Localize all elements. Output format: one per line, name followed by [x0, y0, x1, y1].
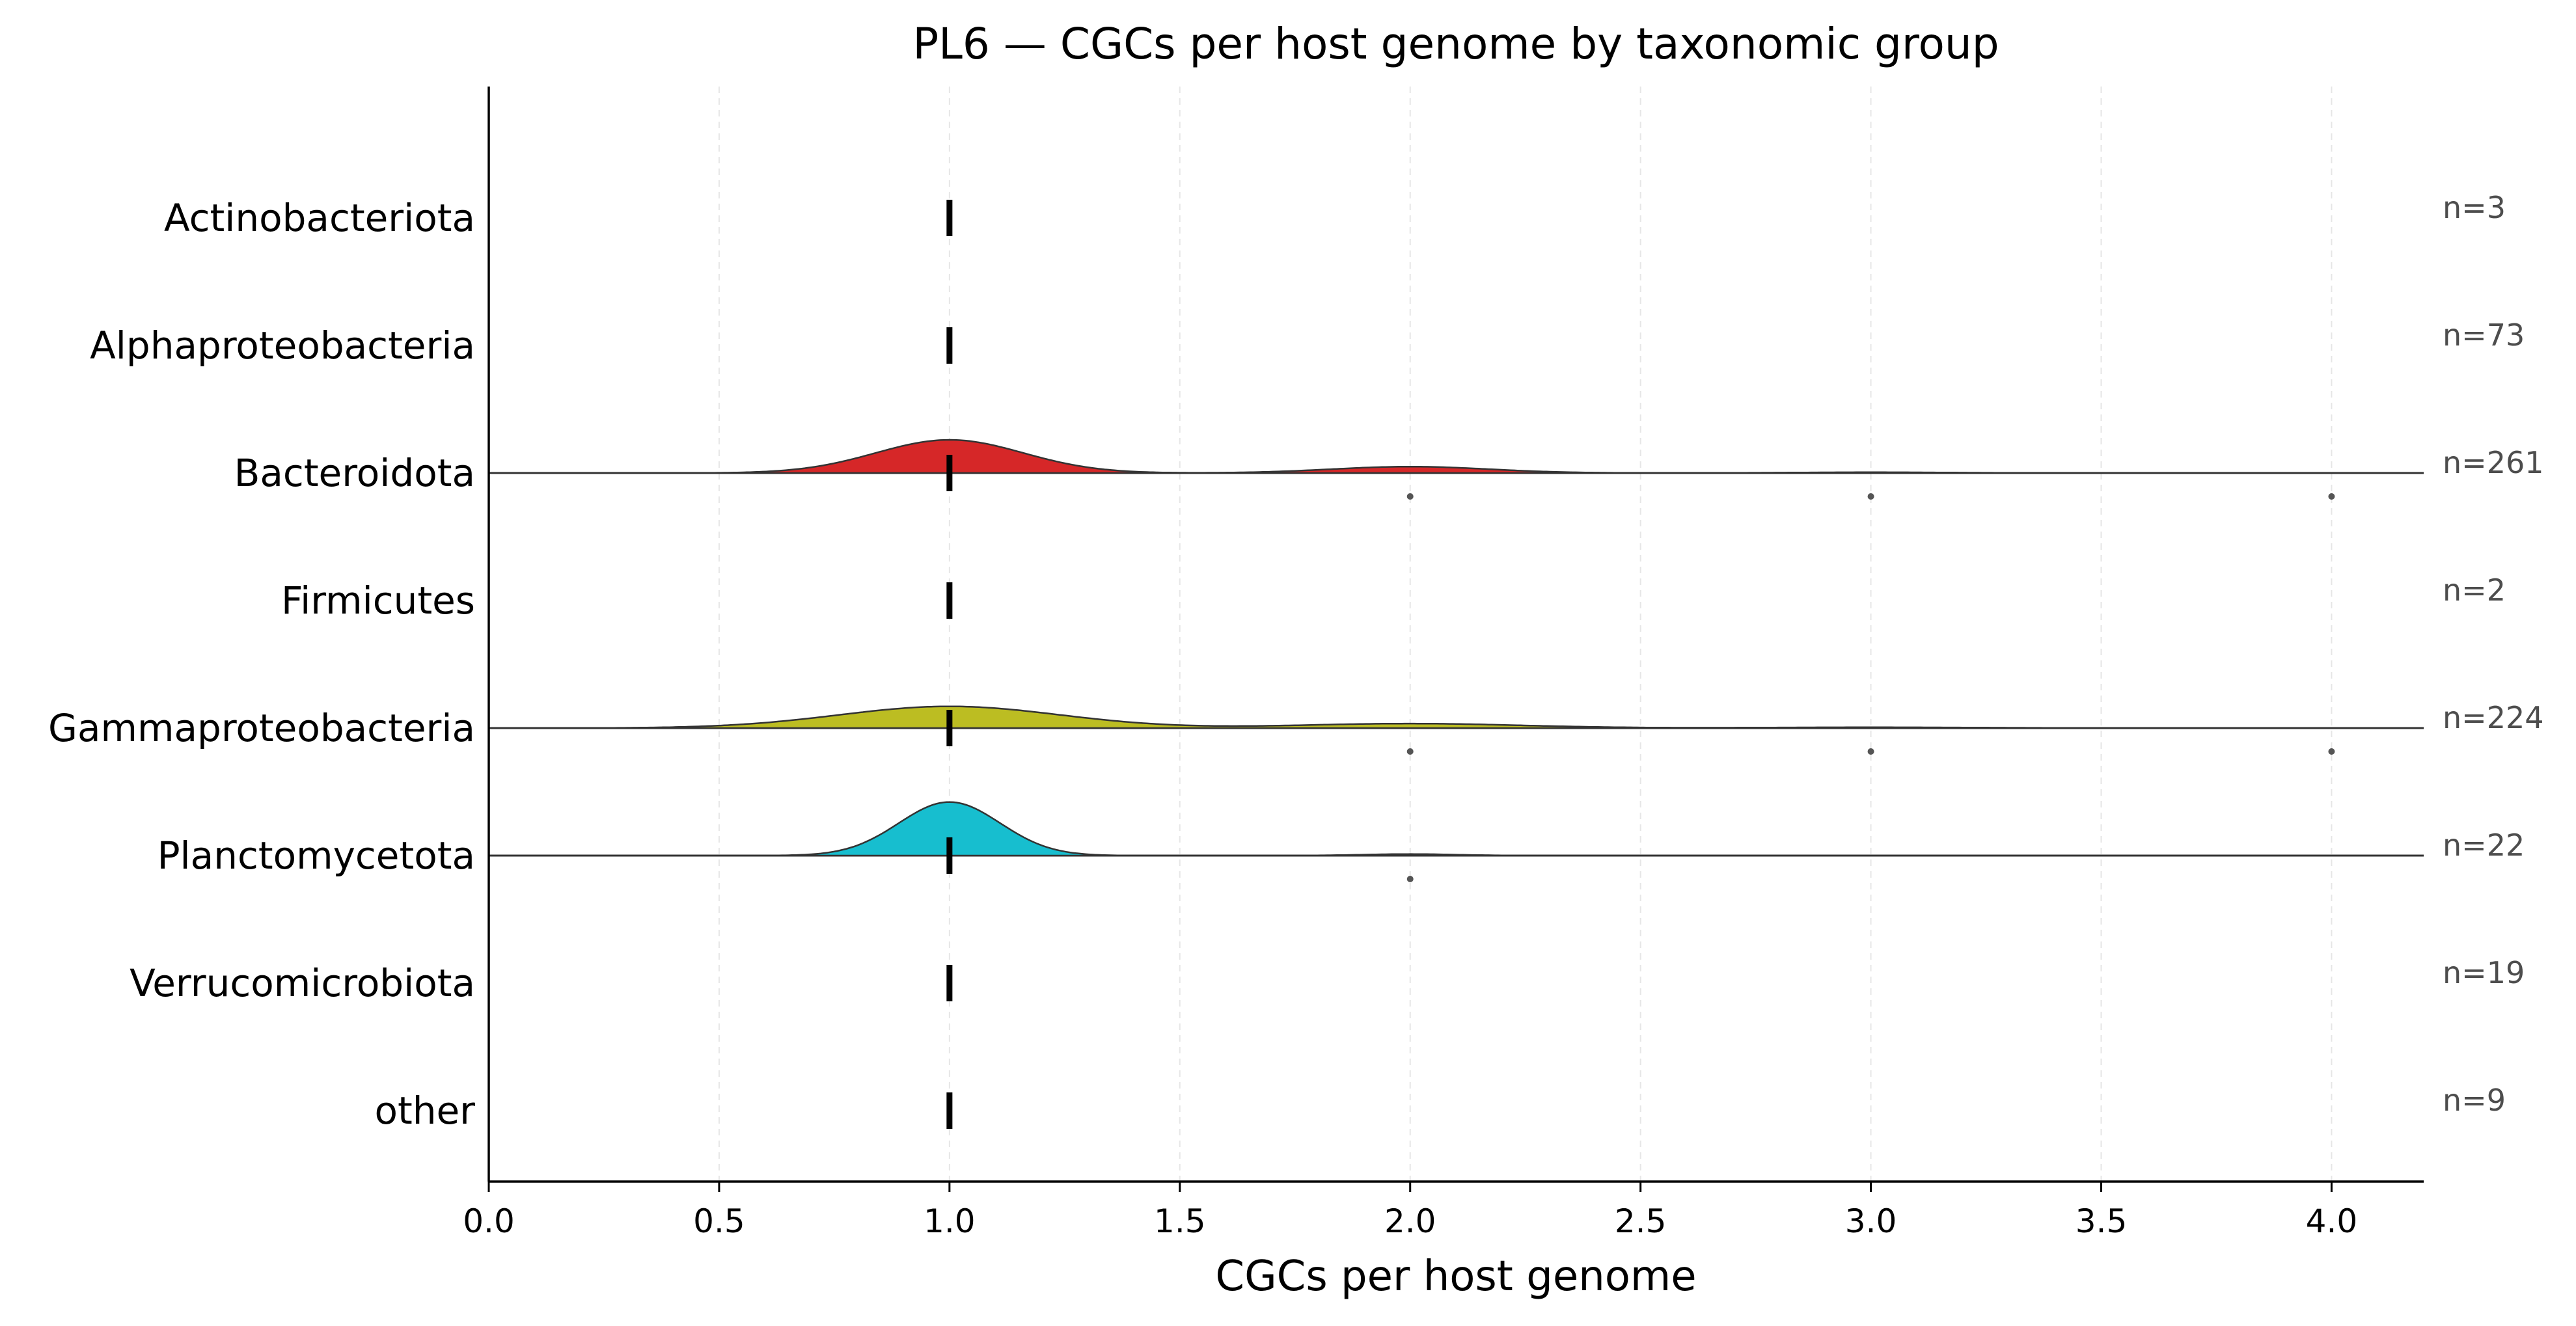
group-label: other: [374, 1089, 475, 1133]
outlier-point: [1406, 876, 1414, 882]
outlier-point: [2328, 748, 2335, 755]
group-size-label: n=3: [2443, 190, 2506, 225]
group-size-label: n=9: [2443, 1083, 2506, 1118]
grid-lines: [718, 87, 2333, 1182]
x-tick-label: 4.0: [2306, 1202, 2358, 1240]
group-label: Alphaproteobacteria: [90, 323, 475, 368]
outlier-point: [2328, 493, 2335, 500]
x-tick-label: 3.5: [2076, 1202, 2128, 1240]
ridge-group: [489, 705, 2424, 755]
group-label: Planctomycetota: [158, 833, 475, 878]
group-size-label: n=224: [2443, 700, 2544, 735]
group-label: Actinobacteriota: [164, 196, 475, 240]
group-label: Verrucomicrobiota: [130, 961, 475, 1005]
x-tick-label: 3.0: [1845, 1202, 1897, 1240]
outlier-point: [1867, 493, 1874, 500]
x-tick-label: 0.5: [693, 1202, 745, 1240]
group-label: Bacteroidota: [234, 451, 475, 495]
y-axis-labels: Actinobacteriota Alphaproteobacteria Bacte…: [48, 196, 475, 1133]
group-size-label: n=73: [2443, 318, 2525, 353]
group-size-label: n=22: [2443, 828, 2525, 863]
outlier-point: [1867, 748, 1874, 755]
x-tick-label: 0.0: [463, 1202, 515, 1240]
group-size-label: n=261: [2443, 445, 2544, 480]
group-size-labels: n=3 n=73 n=261 n=2 n=224 n=22 n=19 n=9: [2443, 190, 2544, 1118]
x-tick-label: 2.5: [1615, 1202, 1667, 1240]
group-size-label: n=19: [2443, 955, 2525, 990]
ridge-density: [489, 705, 2424, 729]
group-label: Firmicutes: [281, 578, 475, 623]
x-tick-label: 2.0: [1384, 1202, 1436, 1240]
x-tick-label: 1.5: [1154, 1202, 1206, 1240]
outlier-point: [1406, 493, 1414, 500]
x-axis-ticks: 0.0 0.5 1.0 1.5 2.0 2.5 3.0 3.5 4.0: [463, 1182, 2357, 1240]
ridges: [489, 200, 2424, 1129]
ridge-density: [489, 801, 2424, 857]
x-tick-label: 1.0: [924, 1202, 976, 1240]
group-size-label: n=2: [2443, 573, 2506, 608]
outlier-point: [1406, 748, 1414, 755]
chart-title: PL6 — CGCs per host genome by taxonomic …: [912, 19, 1999, 69]
x-axis-label: CGCs per host genome: [1215, 1252, 1696, 1301]
group-label: Gammaproteobacteria: [48, 706, 475, 750]
ridge-density: [489, 439, 2424, 474]
ridge-group: [489, 801, 2424, 882]
ridge-group: [489, 439, 2424, 500]
